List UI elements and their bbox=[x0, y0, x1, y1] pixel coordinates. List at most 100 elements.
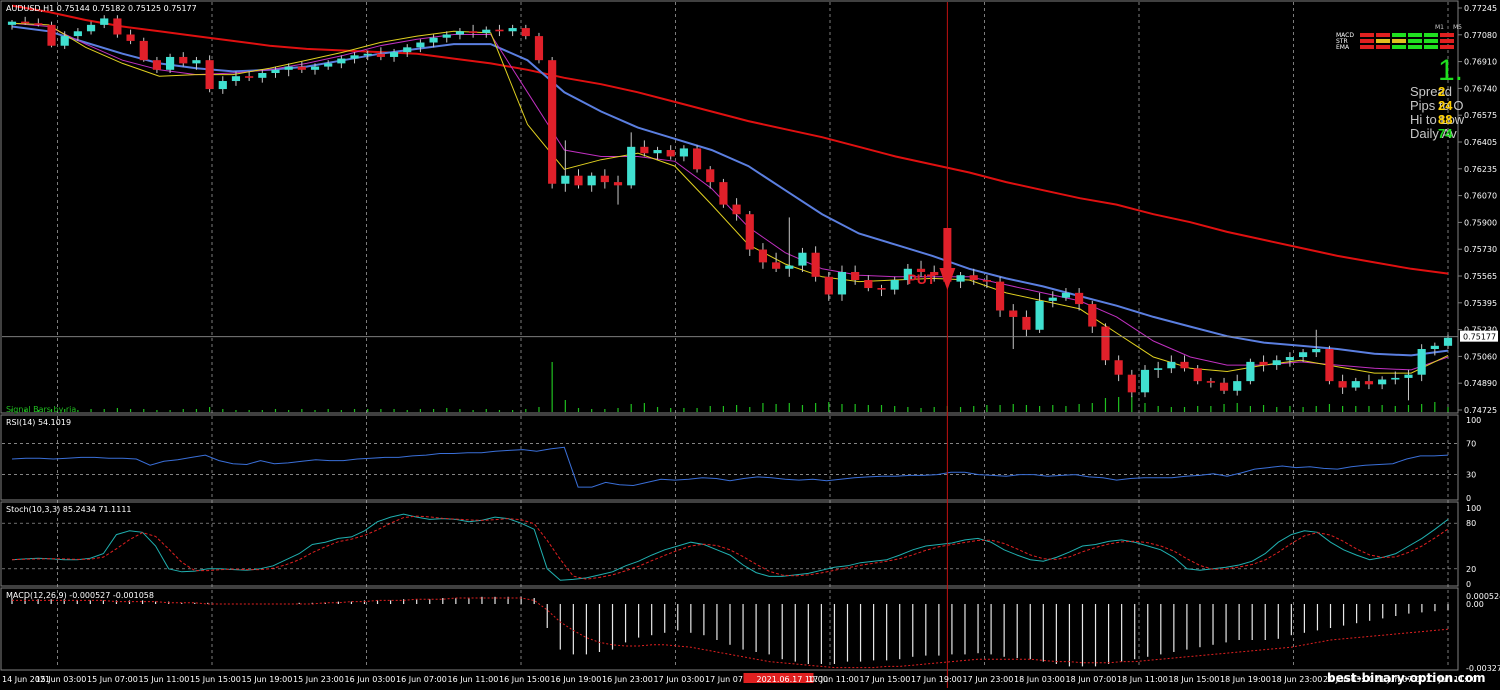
bull-candle bbox=[1430, 345, 1439, 350]
bear-candle bbox=[745, 214, 754, 250]
bull-candle bbox=[1154, 368, 1163, 370]
signal-matrix bbox=[1360, 33, 1454, 49]
bull-candle bbox=[231, 76, 241, 82]
bull-candle bbox=[1404, 374, 1413, 378]
macd-axis-label: 0.00 bbox=[1466, 600, 1484, 609]
rsi-panel-frame bbox=[0, 414, 1459, 501]
bull-candle bbox=[258, 73, 267, 78]
bull-candle bbox=[890, 280, 899, 290]
time-tick-label: 15 Jun 23:00 bbox=[293, 675, 344, 684]
bear-candle bbox=[376, 53, 385, 57]
signal-block bbox=[1392, 39, 1406, 43]
ema-slow-line bbox=[11, 4, 1449, 275]
bull-candle bbox=[903, 268, 912, 281]
price-tick-label: 0.77245 bbox=[1464, 4, 1497, 13]
bear-candle bbox=[666, 150, 675, 157]
time-tick-label: 17 Jun 19:00 bbox=[911, 675, 962, 684]
bull-candle bbox=[1298, 352, 1308, 358]
bull-candle bbox=[798, 252, 807, 266]
time-tick-label: 18 Jun 07:00 bbox=[1066, 675, 1117, 684]
rsi-line bbox=[11, 446, 1449, 488]
bear-candle bbox=[34, 23, 43, 25]
moving-averages bbox=[11, 4, 1449, 374]
row-macd: MACD bbox=[1336, 32, 1354, 39]
current-price-tag: 0.75177 bbox=[1460, 330, 1498, 342]
bear-candle bbox=[719, 182, 728, 205]
price-tick-label: 0.76235 bbox=[1464, 165, 1497, 174]
time-tick-label: 18 Jun 03:00 bbox=[1014, 675, 1065, 684]
bull-candle bbox=[785, 265, 794, 269]
bull-candle bbox=[482, 29, 491, 33]
bull-candle bbox=[1272, 360, 1281, 366]
bear-candle bbox=[732, 204, 741, 215]
bull-candle bbox=[1246, 361, 1255, 382]
bear-candle bbox=[469, 31, 478, 33]
bear-candle bbox=[916, 268, 926, 272]
time-tick-label: 17 Jun 23:00 bbox=[963, 675, 1014, 684]
bull-candle bbox=[442, 34, 451, 38]
signal-time-tag bbox=[743, 673, 814, 683]
stoch-main-line bbox=[11, 513, 1449, 581]
time-tick-label: 17 Jun 07:00 bbox=[705, 675, 756, 684]
signal-block bbox=[1376, 39, 1390, 43]
bear-candle bbox=[1338, 381, 1347, 388]
ema-mid-line bbox=[11, 25, 1449, 357]
price-tick-label: 0.75730 bbox=[1464, 245, 1497, 254]
time-tick-label: 18 Jun 19:00 bbox=[1220, 675, 1271, 684]
hilow-label: Hi to Low bbox=[1410, 112, 1465, 127]
stoch-axis-label: 0 bbox=[1466, 580, 1471, 589]
bear-candle bbox=[21, 21, 30, 24]
bull-candle bbox=[561, 175, 570, 184]
price-tick-label: 0.74890 bbox=[1464, 379, 1497, 388]
bear-candle bbox=[877, 288, 886, 290]
signal-block bbox=[1392, 33, 1406, 37]
rsi-label: RSI(14) 54.1019 bbox=[6, 418, 71, 427]
bull-candle bbox=[837, 271, 847, 295]
bull-candle bbox=[1048, 297, 1057, 301]
signal-block bbox=[1392, 45, 1406, 49]
bear-candle bbox=[1127, 374, 1136, 393]
bull-candle bbox=[1285, 357, 1294, 361]
ema-fast2-line bbox=[11, 22, 1449, 374]
ema-fast1-line bbox=[11, 22, 1449, 371]
signal-block bbox=[1440, 33, 1454, 37]
bull-candle bbox=[1378, 379, 1387, 385]
bear-candle bbox=[758, 249, 768, 263]
time-tick-label: 18 Jun 11:00 bbox=[1117, 675, 1168, 684]
time-tick-label: 15 Jun 03:00 bbox=[36, 675, 87, 684]
signal-block bbox=[1424, 39, 1438, 43]
time-tick-label: 16 Jun 11:00 bbox=[448, 675, 499, 684]
big-number: 1. bbox=[1438, 54, 1463, 87]
arrow-shaft bbox=[943, 228, 952, 270]
bear-candle bbox=[205, 60, 214, 90]
bull-candle bbox=[7, 21, 17, 25]
time-tick-label: 17 Jun 15:00 bbox=[860, 675, 911, 684]
bear-candle bbox=[521, 28, 530, 37]
signal-block bbox=[1424, 33, 1438, 37]
bear-candle bbox=[640, 146, 649, 154]
bull-candle bbox=[284, 66, 293, 70]
time-tick-label: 21 Jun 11:00 bbox=[1426, 675, 1477, 684]
candlesticks bbox=[7, 15, 1453, 401]
bull-candle bbox=[653, 150, 662, 154]
time-tick-label: 21 Jun 03:00 bbox=[1323, 675, 1374, 684]
bear-candle bbox=[1075, 292, 1084, 305]
bear-candle bbox=[851, 271, 860, 281]
bear-candle bbox=[1022, 316, 1031, 330]
put-arrow-icon bbox=[939, 228, 956, 290]
bull-candle bbox=[350, 55, 359, 59]
signal-block bbox=[1360, 45, 1374, 49]
bear-candle bbox=[969, 275, 978, 281]
bull-candle bbox=[1391, 377, 1400, 380]
stoch-panel-frame bbox=[0, 501, 1459, 587]
bull-candle bbox=[1140, 369, 1150, 393]
bear-candle bbox=[1114, 360, 1123, 375]
main-panel-frame bbox=[0, 0, 1459, 414]
bull-candle bbox=[218, 81, 227, 90]
indicator-lines bbox=[11, 446, 1449, 669]
bear-candle bbox=[1259, 361, 1268, 366]
time-tick-label: 15 Jun 15:00 bbox=[190, 675, 241, 684]
bear-candle bbox=[1193, 368, 1202, 382]
